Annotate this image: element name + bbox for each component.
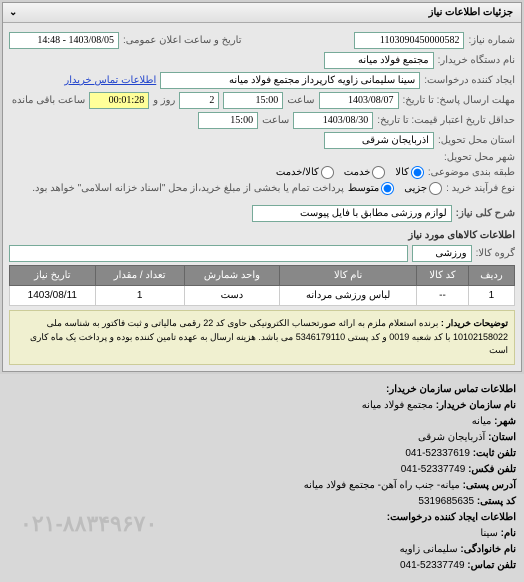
col-date: تاریخ نیاز bbox=[10, 266, 96, 286]
fcity-label: شهر: bbox=[494, 416, 516, 427]
subject-label: شرح کلی نیاز: bbox=[456, 208, 515, 219]
items-table: ردیف کد کالا نام کالا واحد شمارش تعداد /… bbox=[9, 265, 515, 306]
process-label: نوع فرآیند خرید : bbox=[446, 183, 515, 194]
table-row[interactable]: 1 -- لباس ورزشی مردانه دست 1 1403/08/11 bbox=[10, 286, 515, 306]
creator-input[interactable] bbox=[160, 72, 420, 89]
fname-value: سینا bbox=[480, 528, 497, 539]
collapse-icon[interactable]: ⌄ bbox=[9, 7, 17, 18]
col-qty: تعداد / مقدار bbox=[95, 266, 184, 286]
details-panel: جزئیات اطلاعات نیاز ⌄ شماره نیاز: تاریخ … bbox=[2, 2, 522, 372]
cell-name: لباس ورزشی مردانه bbox=[280, 286, 417, 306]
process-note: پرداخت تمام یا بخشی از مبلغ خرید،از محل … bbox=[32, 183, 344, 194]
group-input-small[interactable] bbox=[412, 245, 472, 262]
footer-info: اطلاعات تماس سازمان خریدار: نام سازمان خ… bbox=[0, 374, 524, 582]
radio-khadmat[interactable]: خدمت bbox=[344, 166, 386, 179]
panel-body: شماره نیاز: تاریخ و ساعت اعلان عمومی: نا… bbox=[3, 23, 521, 371]
radio-jozi-input[interactable] bbox=[429, 182, 442, 195]
col-name: نام کالا bbox=[280, 266, 417, 286]
radio-motavaset-input[interactable] bbox=[381, 182, 394, 195]
contact-link[interactable]: اطلاعات تماس خریدار bbox=[64, 75, 156, 86]
subject-input[interactable] bbox=[252, 205, 452, 222]
desc-text: برنده استعلام ملزم به ارائه صورتحساب الک… bbox=[30, 318, 508, 355]
cell-qty: 1 bbox=[95, 286, 184, 306]
province-input[interactable] bbox=[324, 132, 434, 149]
cell-unit: دست bbox=[184, 286, 279, 306]
city-label: شهر محل تحویل: bbox=[444, 152, 515, 163]
desc-label: توضیحات خریدار : bbox=[441, 318, 508, 328]
fname-label: نام: bbox=[501, 528, 516, 539]
footer-title: اطلاعات تماس سازمان خریدار: bbox=[8, 382, 516, 398]
deadline-label: مهلت ارسال پاسخ: تا تاریخ: bbox=[403, 95, 515, 106]
min-credit-label: حداقل تاریخ اعتبار قیمت: تا تاریخ: bbox=[377, 115, 515, 126]
group-label: گروه کالا: bbox=[476, 248, 515, 259]
buyer-input[interactable] bbox=[324, 52, 434, 69]
reqno-label: شماره نیاز: bbox=[468, 35, 515, 46]
radio-khadmat-input[interactable] bbox=[372, 166, 385, 179]
ftel-value: 52337619-041 bbox=[405, 448, 470, 459]
remain-label: ساعت باقی مانده bbox=[12, 95, 85, 106]
org-label: نام سازمان خریدار: bbox=[436, 400, 516, 411]
remain-days-label: روز و bbox=[153, 95, 175, 106]
datetime-label: تاریخ و ساعت اعلان عمومی: bbox=[123, 35, 242, 46]
cell-idx: 1 bbox=[468, 286, 514, 306]
fcity-value: میانه bbox=[472, 416, 492, 427]
radio-kala[interactable]: کالا bbox=[395, 166, 424, 179]
fcontact-label: تلفن تماس: bbox=[467, 560, 516, 571]
datetime-input[interactable] bbox=[9, 32, 119, 49]
min-credit-time-label: ساعت bbox=[262, 115, 289, 126]
reqno-input[interactable] bbox=[354, 32, 464, 49]
process-radio-group: جزیی متوسط bbox=[348, 182, 442, 195]
budget-radio-group: کالا خدمت کالا/خدمت bbox=[276, 166, 424, 179]
fpost-label: کد پستی: bbox=[477, 496, 516, 507]
fpost-value: 5319685635 bbox=[418, 496, 474, 507]
deadline-time-label: ساعت bbox=[287, 95, 314, 106]
ffax-label: تلفن فکس: bbox=[468, 464, 516, 475]
deadline-date-input[interactable] bbox=[319, 92, 399, 109]
org-value: مجتمع فولاد میانه bbox=[362, 400, 433, 411]
cell-date: 1403/08/11 bbox=[10, 286, 96, 306]
ffamily-label: نام خانوادگی: bbox=[460, 544, 516, 555]
col-unit: واحد شمارش bbox=[184, 266, 279, 286]
col-idx: ردیف bbox=[468, 266, 514, 286]
radio-kalakhadmat-input[interactable] bbox=[321, 166, 334, 179]
buyer-label: نام دستگاه خریدار: bbox=[438, 55, 515, 66]
creator-label: ایجاد کننده درخواست: bbox=[424, 75, 515, 86]
remain-days-input bbox=[179, 92, 219, 109]
budget-label: طبقه بندی موضوعی: bbox=[428, 167, 515, 178]
deadline-time-input[interactable] bbox=[223, 92, 283, 109]
faddr-value: میانه- جنب راه آهن- مجتمع فولاد میانه bbox=[304, 480, 460, 491]
col-code: کد کالا bbox=[417, 266, 469, 286]
watermark: ۰۲۱-۸۸۳۴۹۶۷۰ bbox=[20, 506, 157, 541]
ftel-label: تلفن ثابت: bbox=[473, 448, 516, 459]
radio-kala-input[interactable] bbox=[411, 166, 424, 179]
province-label: استان محل تحویل: bbox=[438, 135, 515, 146]
radio-motavaset[interactable]: متوسط bbox=[348, 182, 394, 195]
remain-time-input bbox=[89, 92, 149, 109]
min-credit-date-input[interactable] bbox=[293, 112, 373, 129]
fprov-value: آذربایجان شرقی bbox=[418, 432, 485, 443]
faddr-label: آدرس پستی: bbox=[463, 480, 516, 491]
panel-header: جزئیات اطلاعات نیاز ⌄ bbox=[3, 3, 521, 23]
table-header-row: ردیف کد کالا نام کالا واحد شمارش تعداد /… bbox=[10, 266, 515, 286]
panel-title: جزئیات اطلاعات نیاز bbox=[429, 7, 513, 18]
radio-jozi[interactable]: جزیی bbox=[404, 182, 442, 195]
items-section-title: اطلاعات کالاهای مورد نیاز bbox=[9, 230, 515, 241]
min-credit-time-input[interactable] bbox=[198, 112, 258, 129]
buyer-desc-box: توضیحات خریدار : برنده استعلام ملزم به ا… bbox=[9, 310, 515, 365]
radio-kalakhadmat[interactable]: کالا/خدمت bbox=[276, 166, 334, 179]
cell-code: -- bbox=[417, 286, 469, 306]
group-input-wide[interactable] bbox=[9, 245, 408, 262]
ffamily-value: سلیمانی زاویه bbox=[400, 544, 458, 555]
fprov-label: استان: bbox=[488, 432, 516, 443]
fcontact-value: 52337749-041 bbox=[400, 560, 465, 571]
ffax-value: 52337749-041 bbox=[401, 464, 466, 475]
